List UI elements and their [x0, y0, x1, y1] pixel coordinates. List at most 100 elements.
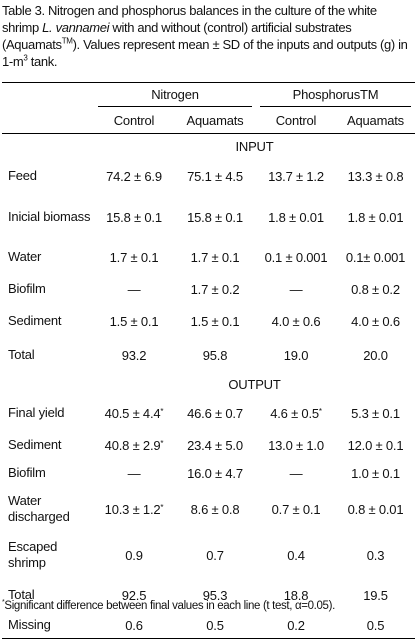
- cell: 1.8 ± 0.01: [347, 209, 404, 225]
- cell: 0.5: [336, 612, 415, 639]
- table-row: Biofilm — 1.7 ± 0.2 — 0.8 ± 0.2: [2, 274, 415, 304]
- cell-value: 23.4 ± 5.0: [187, 437, 243, 453]
- row-label: Sediment: [8, 437, 62, 452]
- cell: 92.5: [121, 587, 147, 603]
- cell: 4.0 ± 0.6: [271, 313, 321, 329]
- section-blank: [2, 372, 94, 396]
- subheader-cell: Aquamats: [174, 107, 256, 134]
- cell: 0.1± 0.001: [345, 249, 406, 265]
- section-input-label: INPUT: [235, 138, 274, 154]
- cell: 20.0: [363, 347, 388, 363]
- cell: 1.7 ± 0.2: [190, 281, 240, 297]
- significance-mark: *: [160, 502, 164, 512]
- caption-exponent: 3: [23, 53, 28, 63]
- cell: 74.2 ± 6.9: [106, 168, 162, 184]
- cell: 46.6 ± 0.7: [174, 396, 256, 430]
- cell: 16.0 ± 4.7: [187, 465, 243, 481]
- table-row: Sediment 40.8 ± 2.9* 23.4 ± 5.0 13.0 ± 1…: [2, 430, 415, 460]
- table-row: Water discharged 10.3 ± 1.2* 8.6 ± 0.8 0…: [2, 486, 415, 532]
- cell: 12.0 ± 0.1: [336, 430, 415, 460]
- cell: 0.6: [94, 612, 174, 639]
- cell: 1.5 ± 0.1: [109, 313, 159, 329]
- group-phosphorus-cell: PhosphorusTM: [256, 82, 415, 107]
- footnote-mark: *: [2, 599, 5, 606]
- table-row: Total 92.5 95.3 18.8 19.5: [2, 578, 415, 612]
- cell: 4.6 ± 0.5*: [256, 396, 336, 430]
- group-header-row: Nitrogen PhosphorusTM: [2, 82, 415, 107]
- cell: 0.5: [174, 612, 256, 639]
- row-label: Biofilm: [8, 281, 46, 296]
- cell: 75.1 ± 4.5: [187, 168, 243, 184]
- cell: 1.5 ± 0.1: [190, 313, 240, 329]
- cell: 40.8 ± 2.9*: [94, 430, 174, 460]
- group-nitrogen: Nitrogen: [98, 83, 252, 107]
- caption-text-3: ). Values represent mean ± SD of the inp…: [2, 37, 408, 69]
- table-row: Water 1.7 ± 0.1 1.7 ± 0.1 0.1 ± 0.001 0.…: [2, 240, 415, 274]
- cell: 0.9: [125, 547, 143, 563]
- cell: 13.7 ± 1.2: [268, 168, 324, 184]
- cell: 0.3: [366, 547, 385, 563]
- cell: —: [127, 281, 141, 297]
- cell: 95.8: [202, 347, 228, 363]
- cell: 8.6 ± 0.8: [190, 501, 240, 517]
- table-row: Final yield 40.5 ± 4.4* 46.6 ± 0.7 4.6 ±…: [2, 396, 415, 430]
- significance-mark: *: [160, 438, 164, 448]
- cell: 18.8: [283, 587, 309, 603]
- subheader-cell: Aquamats: [336, 107, 415, 134]
- table-footnote: *Significant difference between final va…: [2, 599, 414, 612]
- table-row: Biofilm — 16.0 ± 4.7 — 1.0 ± 0.1: [2, 460, 415, 486]
- cell-value: 4.6 ± 0.5: [270, 405, 319, 421]
- row-label: Final yield: [8, 405, 65, 420]
- cell: 0.2: [256, 612, 336, 639]
- cell: 4.0 ± 0.6: [351, 313, 400, 329]
- cell-value: 40.5 ± 4.4: [104, 405, 161, 421]
- cell: 95.3: [202, 587, 228, 603]
- cell: —: [289, 465, 303, 481]
- cell-value: 13.0 ± 1.0: [268, 437, 324, 453]
- row-label: Escaped shrimp: [8, 539, 58, 570]
- cell: 1.7 ± 0.1: [190, 249, 240, 265]
- cell: 1.7 ± 0.1: [109, 249, 159, 265]
- caption-text-2: with and without (control) artificial su…: [2, 20, 352, 52]
- cell: 5.3 ± 0.1: [336, 396, 415, 430]
- row-label: Total: [8, 587, 35, 602]
- cell: 0.1 ± 0.001: [264, 249, 328, 265]
- cell: 10.3 ± 1.2*: [94, 486, 174, 532]
- corner-cell: [2, 82, 94, 107]
- row-label: Biofilm: [8, 465, 46, 480]
- cell: 0.7: [206, 547, 224, 563]
- subheader-cell: Control: [94, 107, 174, 134]
- group-phosphorus: PhosphorusTM: [260, 83, 411, 107]
- significance-mark: *: [318, 406, 322, 416]
- caption-trademark: TM: [61, 36, 73, 46]
- cell: 93.2: [121, 347, 147, 363]
- cell: 23.4 ± 5.0: [174, 430, 256, 460]
- caption-species: L. vannamei: [42, 20, 110, 35]
- group-nitrogen-cell: Nitrogen: [94, 82, 256, 107]
- cell: 0.8 ± 0.01: [347, 501, 404, 517]
- cell-value: 12.0 ± 0.1: [347, 437, 404, 453]
- cell: 1.8 ± 0.01: [268, 209, 324, 225]
- row-label: Water discharged: [8, 493, 70, 524]
- balance-table: Nitrogen PhosphorusTM Control Aquamats C…: [2, 82, 415, 639]
- section-output-row: OUTPUT: [2, 372, 415, 396]
- table-row: Sediment 1.5 ± 0.1 1.5 ± 0.1 4.0 ± 0.6 4…: [2, 304, 415, 338]
- cell: 0.4: [287, 547, 305, 563]
- section-output-label: OUTPUT: [228, 376, 281, 392]
- table-row: Missing 0.6 0.5 0.2 0.5: [2, 612, 415, 639]
- table-row: Inicial biomass 15.8 ± 0.1 15.8 ± 0.1 1.…: [2, 194, 415, 240]
- cell: 0.8 ± 0.2: [351, 281, 400, 297]
- cell: 19.0: [283, 347, 309, 363]
- cell: —: [289, 281, 303, 297]
- subheader-row: Control Aquamats Control Aquamats: [2, 107, 415, 134]
- row-label: Total: [8, 347, 35, 362]
- cell-value: 46.6 ± 0.7: [187, 405, 243, 421]
- table-row: Escaped shrimp 0.9 0.7 0.4 0.3: [2, 532, 415, 578]
- cell: 40.5 ± 4.4*: [94, 396, 174, 430]
- cell: —: [127, 465, 141, 481]
- cell: 1.0 ± 0.1: [351, 465, 400, 481]
- table-caption: Table 3. Nitrogen and phosphorus balance…: [2, 2, 414, 70]
- cell: 13.0 ± 1.0: [256, 430, 336, 460]
- caption-text-1: Table 3. Nitrogen and phosphorus balance…: [2, 3, 377, 35]
